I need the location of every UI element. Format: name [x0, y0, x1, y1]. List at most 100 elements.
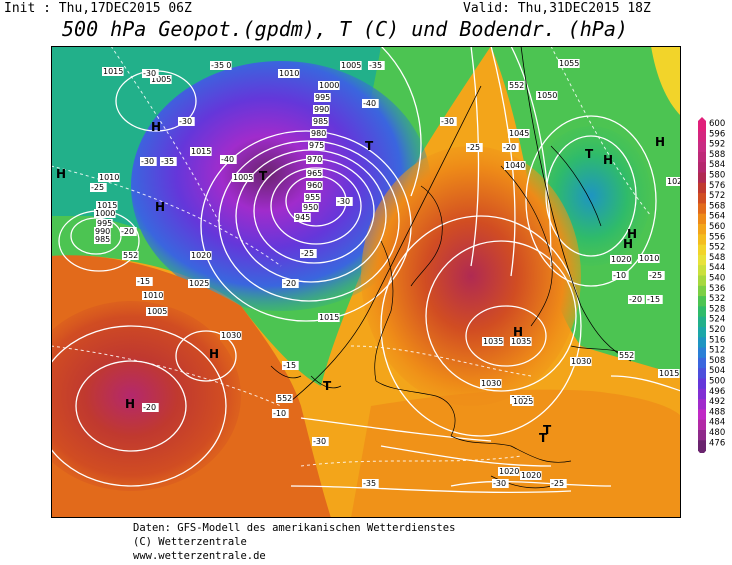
pressure-label: 1015	[191, 147, 211, 156]
southeast-warm-field	[351, 389, 681, 518]
pressure-label: 990	[95, 227, 110, 236]
pressure-label-background	[220, 331, 242, 340]
legend-swatch	[698, 275, 706, 287]
gpdm-labels: 552 552 552 552	[122, 81, 635, 403]
pressure-label-background	[102, 67, 124, 76]
pressure-label-background	[504, 161, 526, 170]
central-warm-core	[361, 146, 581, 406]
legend-swatch	[698, 347, 706, 359]
high-pressure-symbol: H	[151, 120, 161, 134]
temperature-label-background	[628, 295, 645, 304]
pressure-label: 1030	[221, 331, 241, 340]
legend-swatch	[698, 162, 706, 173]
high-pressure-symbol: H	[603, 153, 613, 167]
legend-swatch	[698, 409, 706, 421]
pressure-label-background	[340, 61, 362, 70]
legend-swatch	[698, 399, 706, 410]
legend-swatch	[698, 151, 706, 163]
pressure-label: 955	[305, 193, 320, 202]
pressure-label: 1015	[97, 201, 117, 210]
pressure-label-background	[190, 147, 212, 156]
low-pressure-symbol: T	[365, 139, 374, 153]
gpdm-label: 552	[509, 81, 524, 90]
high-pressure-symbol: H	[155, 200, 165, 214]
pressure-label-background	[98, 173, 120, 182]
legend-swatch	[698, 296, 706, 307]
temperature-label: -35	[363, 479, 376, 488]
temperature-label: -25	[301, 249, 314, 258]
high-pressure-symbol: H	[623, 237, 633, 251]
legend-value: 500	[709, 377, 725, 387]
pressure-label: 1045	[509, 129, 529, 138]
pressure-label: 970	[307, 155, 322, 164]
temperature-label-background	[178, 117, 195, 126]
legend-value: 484	[709, 418, 725, 428]
pressure-label: 1005	[233, 173, 253, 182]
gpdm-label-background	[508, 81, 525, 90]
temperature-label: -20	[503, 143, 516, 152]
temperature-label-background	[362, 99, 379, 108]
pressure-label: 1015	[659, 369, 679, 378]
temperature-label-background	[466, 143, 483, 152]
temperature-label-background	[90, 183, 107, 192]
legend-arrow-top	[698, 117, 706, 121]
legend-value: 496	[709, 387, 725, 397]
gpdm-label-background	[618, 351, 635, 360]
temperature-label-background	[336, 197, 353, 206]
pressure-label-background	[232, 173, 254, 182]
pressure-label-background	[480, 379, 502, 388]
legend-value: 564	[709, 212, 725, 222]
pressure-label-background	[302, 203, 319, 212]
legend-value: 588	[709, 150, 725, 160]
legend-swatch	[698, 430, 706, 441]
temperature-label: -30	[493, 479, 506, 488]
legend-value: 536	[709, 284, 725, 294]
temperature-label-background	[362, 479, 379, 488]
temperature-label: -30	[441, 117, 454, 126]
legend-swatch	[698, 306, 706, 318]
pressure-label: 1040	[505, 161, 525, 170]
legend-swatch	[698, 244, 706, 256]
legend-arrow-bottom	[698, 450, 706, 453]
pressure-label: 980	[311, 129, 326, 138]
high-pressure-symbol: H	[209, 347, 219, 361]
pressure-label-background	[294, 213, 311, 222]
temperature-label-background	[272, 409, 289, 418]
pressure-label-background	[498, 467, 520, 476]
temperature-label-background	[282, 361, 299, 370]
pressure-labels: 1015100510201010100510009959909859809759…	[94, 59, 681, 480]
pressure-label-background	[666, 177, 681, 186]
legend-swatch	[698, 141, 706, 153]
pressure-label-background	[94, 227, 111, 236]
gpdm-label-background	[122, 251, 139, 260]
legend-value: 576	[709, 181, 725, 191]
legend-swatch	[698, 285, 706, 297]
temperature-label: -30	[141, 157, 154, 166]
pressure-label: 990	[314, 105, 329, 114]
gpdm-552-line	[290, 85, 482, 402]
pressure-label: 1055	[559, 59, 579, 68]
pressure-label-background	[570, 357, 592, 366]
pressure-label-background	[278, 69, 300, 78]
gpdm-label: 552	[123, 251, 138, 260]
weather-map: 1015100510201010100510009959909859809759…	[51, 46, 681, 518]
pressure-label: 985	[95, 235, 110, 244]
pressure-label: 1005	[147, 307, 167, 316]
legend-swatch	[698, 121, 706, 132]
legend-swatch	[698, 337, 706, 349]
legend-value: 488	[709, 407, 725, 417]
gpdm-552-line-east	[520, 46, 632, 362]
temperature-label: -10	[613, 271, 626, 280]
temperature-label: -30	[313, 437, 326, 446]
pressure-label-background	[142, 291, 164, 300]
gpdm-label: 552	[619, 351, 634, 360]
pressure-label: 1000	[95, 209, 115, 218]
pressure-label-background	[482, 337, 504, 346]
pressure-label-background	[508, 129, 530, 138]
legend-swatch	[698, 182, 706, 194]
legend-swatch	[698, 316, 706, 328]
temperature-label-background	[220, 155, 237, 164]
pressure-label: 1020	[191, 251, 211, 260]
legend-swatch	[698, 327, 706, 338]
pressure-label: 975	[309, 141, 324, 150]
